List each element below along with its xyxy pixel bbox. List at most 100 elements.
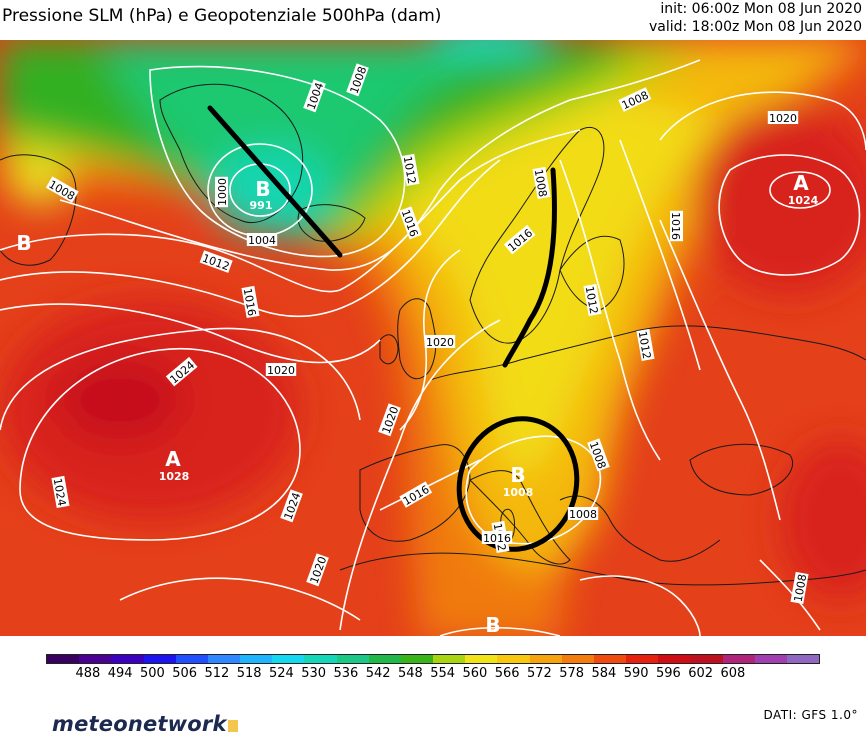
pressure-center-symbol: B <box>510 463 525 487</box>
isobar-label: 1016 <box>481 531 513 545</box>
pressure-center: A 1028 <box>159 447 190 483</box>
trough-axis-curve <box>502 167 557 368</box>
weather-map: B 991 A 1024 A 1028 B 1008 B B <box>0 40 866 636</box>
isobar-label: 1008 <box>532 166 551 200</box>
svg-text:1020: 1020 <box>426 336 454 349</box>
colorbar-label: 584 <box>591 666 617 681</box>
colorbar-swatch <box>690 655 723 663</box>
isobar-label: 1004 <box>246 233 278 247</box>
colorbar-swatch <box>47 655 80 663</box>
isobar-label: 1012 <box>401 153 420 187</box>
svg-text:1008: 1008 <box>569 508 597 521</box>
isobar-label: 1016 <box>241 285 260 319</box>
colorbar-swatch <box>658 655 691 663</box>
colorbar-label: 560 <box>462 666 488 681</box>
colorbar-label: 590 <box>623 666 649 681</box>
pressure-center-symbol: B <box>255 177 270 201</box>
isobar-label: 1020 <box>424 335 456 349</box>
svg-text:1008: 1008 <box>792 573 810 603</box>
colorbar <box>46 654 820 664</box>
colorbar-label: 578 <box>559 666 585 681</box>
colorbar-swatch <box>561 655 594 663</box>
isobar-label: 1024 <box>51 475 70 509</box>
colorbar-swatch <box>400 655 434 663</box>
svg-text:1008: 1008 <box>532 168 550 198</box>
colorbar-label: 572 <box>527 666 552 681</box>
colorbar-swatch <box>786 655 820 663</box>
pressure-center: B 1008 <box>503 463 534 499</box>
pressure-center: A 1024 <box>788 171 819 207</box>
data-source: DATI: GFS 1.0° <box>763 708 858 722</box>
colorbar-swatch <box>433 655 466 663</box>
colorbar-swatch <box>111 655 144 663</box>
colorbar-label: 524 <box>269 666 294 681</box>
pressure-center-value: 991 <box>250 199 273 212</box>
colorbar-swatch <box>465 655 498 663</box>
colorbar-label: 608 <box>720 666 746 681</box>
pressure-center-symbol: B <box>485 613 500 636</box>
run-info: init: 06:00z Mon 08 Jun 2020 valid: 18:0… <box>649 0 862 36</box>
colorbar-swatch <box>207 655 241 663</box>
meteonetwork-logo: meteonetwork <box>52 712 238 736</box>
isobar-label: 1012 <box>583 283 602 317</box>
colorbar-swatch <box>143 655 176 663</box>
isobars <box>0 59 866 636</box>
svg-text:1004: 1004 <box>248 234 276 247</box>
colorbar-swatch <box>240 655 273 663</box>
colorbar-swatch <box>175 655 208 663</box>
colorbar-swatch <box>626 655 659 663</box>
colorbar-swatch <box>529 655 562 663</box>
colorbar-swatch <box>593 655 627 663</box>
pressure-center-value: 1024 <box>788 194 819 207</box>
colorbar-swatch <box>272 655 305 663</box>
svg-text:1016: 1016 <box>483 532 511 545</box>
colorbar-swatch <box>754 655 787 663</box>
pressure-centers: B 991 A 1024 A 1028 B 1008 B B <box>16 171 818 636</box>
colorbar-swatch <box>336 655 369 663</box>
pressure-center-symbol: B <box>16 231 31 255</box>
map-title: Pressione SLM (hPa) e Geopotenziale 500h… <box>2 6 442 26</box>
svg-text:1016: 1016 <box>669 212 682 240</box>
colorbar-label: 602 <box>688 666 714 681</box>
colorbar-label: 596 <box>656 666 681 681</box>
colorbar-label: 530 <box>301 666 327 681</box>
colorbar-label: 548 <box>398 666 423 681</box>
pressure-center: B <box>16 231 31 255</box>
colorbar-swatch <box>368 655 401 663</box>
pressure-center-symbol: A <box>793 171 809 195</box>
colorbar-label: 488 <box>75 666 101 681</box>
colorbar-label: 518 <box>236 666 262 681</box>
pressure-center: B 991 <box>250 177 273 212</box>
isobar-label: 1008 <box>790 571 810 605</box>
colorbar-labels: 488 494 500 506 512 518 524 530 536 542 548 554 560 5… <box>46 666 820 684</box>
svg-text:1020: 1020 <box>267 364 295 377</box>
colorbar-swatch <box>497 655 530 663</box>
init-time: init: 06:00z Mon 08 Jun 2020 <box>660 1 862 17</box>
pressure-center-value: 1008 <box>503 486 534 499</box>
colorbar-swatch <box>722 655 755 663</box>
colorbar-label: 500 <box>140 666 165 681</box>
pressure-center: B <box>485 613 500 636</box>
svg-text:1020: 1020 <box>769 112 797 125</box>
colorbar-label: 554 <box>430 666 456 681</box>
svg-text:1024: 1024 <box>51 477 69 507</box>
colorbar-label: 566 <box>494 666 520 681</box>
isobar-label: 1016 <box>669 210 683 242</box>
svg-text:1000: 1000 <box>216 178 229 206</box>
isobar-label: 1012 <box>636 328 655 362</box>
pressure-center-symbol: A <box>165 447 181 471</box>
colorbar-label: 512 <box>204 666 230 681</box>
valid-time: valid: 18:00z Mon 08 Jun 2020 <box>648 19 862 35</box>
pressure-center-value: 1028 <box>159 470 190 483</box>
colorbar-label: 536 <box>333 666 359 681</box>
colorbar-swatch <box>79 655 112 663</box>
isobar-label: 1020 <box>767 111 799 125</box>
isobar-label: 1020 <box>265 363 297 377</box>
svg-text:1012: 1012 <box>583 285 601 315</box>
colorbar-swatch <box>304 655 337 663</box>
colorbar-label: 542 <box>365 666 391 681</box>
trough-axis-line <box>207 105 343 258</box>
svg-text:1016: 1016 <box>241 287 259 317</box>
isobar-label: 1008 <box>567 507 599 521</box>
svg-text:1012: 1012 <box>401 155 419 185</box>
